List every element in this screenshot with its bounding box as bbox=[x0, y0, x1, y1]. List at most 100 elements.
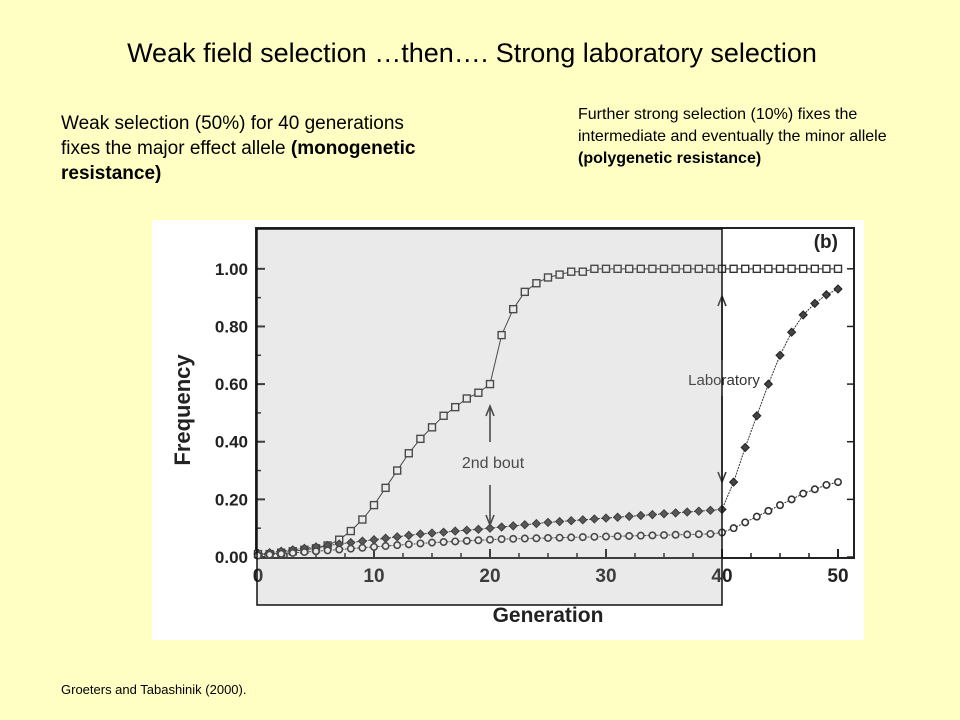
data-point-circle bbox=[497, 535, 506, 544]
data-point-square bbox=[485, 379, 495, 389]
weak-selection-note: Weak selection (50%) for 40 generations … bbox=[61, 111, 441, 186]
data-point-circle bbox=[671, 530, 680, 539]
second-bout-arrow-down-head bbox=[485, 514, 495, 528]
data-point-square bbox=[683, 264, 692, 274]
data-point-square bbox=[833, 264, 843, 274]
data-point-square bbox=[787, 264, 796, 274]
data-point-circle bbox=[427, 538, 436, 547]
y-tick-label: 0.40 bbox=[215, 433, 248, 452]
data-point-diamond bbox=[415, 529, 426, 539]
data-point-diamond bbox=[798, 310, 808, 320]
data-point-square bbox=[659, 264, 669, 274]
plot-frame bbox=[255, 227, 855, 559]
laboratory-label: Laboratory bbox=[688, 372, 760, 389]
frequency-chart: 0.000.200.400.600.801.0001020304050Gener… bbox=[152, 220, 864, 640]
data-point-circle bbox=[555, 533, 564, 542]
data-point-diamond bbox=[763, 379, 774, 389]
data-point-circle bbox=[810, 485, 819, 494]
data-point-diamond bbox=[554, 516, 565, 527]
y-axis-label: Frequency bbox=[170, 354, 195, 466]
data-point-square bbox=[636, 264, 645, 274]
data-point-square bbox=[520, 287, 529, 297]
y-tick-label: 0.80 bbox=[215, 317, 248, 336]
y-tick-label: 1.00 bbox=[215, 260, 248, 279]
x-tick-label: 50 bbox=[827, 566, 848, 587]
field-selection-highlight bbox=[256, 228, 723, 606]
data-point-circle bbox=[590, 532, 599, 541]
second-bout-label: 2nd bout bbox=[462, 455, 525, 472]
data-point-square bbox=[474, 388, 483, 397]
data-point-diamond bbox=[612, 512, 623, 522]
data-point-square bbox=[601, 264, 611, 274]
data-point-circle bbox=[636, 531, 645, 540]
data-point-circle bbox=[833, 478, 842, 487]
data-point-circle bbox=[613, 532, 622, 541]
data-point-circle bbox=[625, 531, 634, 540]
data-point-circle bbox=[578, 533, 587, 542]
data-point-diamond bbox=[694, 506, 704, 516]
data-point-square bbox=[416, 434, 425, 444]
data-point-circle bbox=[451, 537, 460, 546]
data-point-square bbox=[799, 264, 808, 274]
data-point-circle bbox=[659, 531, 668, 540]
data-point-square bbox=[555, 270, 564, 279]
data-point-circle bbox=[787, 495, 796, 504]
data-point-square bbox=[381, 483, 390, 493]
data-point-square bbox=[741, 264, 750, 274]
data-point-circle bbox=[277, 549, 286, 558]
data-point-circle bbox=[300, 548, 309, 557]
second-bout-arrow-up-head bbox=[485, 403, 495, 417]
data-point-square bbox=[694, 264, 703, 274]
y-tick-label: 0.00 bbox=[215, 548, 248, 567]
data-point-diamond bbox=[473, 524, 484, 535]
data-point-square bbox=[810, 264, 819, 274]
x-tick-label: 0 bbox=[253, 566, 264, 587]
data-point-square bbox=[532, 279, 541, 288]
data-point-square bbox=[509, 304, 518, 314]
data-point-circle bbox=[764, 506, 773, 515]
data-point-circle bbox=[393, 541, 402, 550]
data-point-square bbox=[590, 264, 599, 274]
data-point-diamond bbox=[670, 508, 681, 518]
data-point-square bbox=[404, 449, 414, 458]
data-point-diamond bbox=[636, 510, 646, 521]
data-point-circle bbox=[799, 489, 808, 498]
citation: Groeters and Tabashinik (2000). bbox=[61, 682, 247, 697]
data-point-diamond bbox=[427, 528, 437, 538]
data-point-square bbox=[578, 267, 587, 276]
data-point-square bbox=[764, 264, 773, 274]
data-point-circle bbox=[601, 532, 610, 541]
chart-svg: 0.000.200.400.600.801.0001020304050Gener… bbox=[170, 227, 855, 627]
data-point-circle bbox=[520, 534, 529, 543]
data-point-circle bbox=[509, 534, 518, 543]
data-point-diamond bbox=[833, 284, 843, 294]
data-point-diamond bbox=[647, 509, 658, 520]
data-point-square bbox=[706, 264, 715, 274]
data-point-circle bbox=[741, 518, 750, 527]
data-point-circle bbox=[370, 542, 379, 551]
data-point-diamond bbox=[705, 505, 716, 516]
data-point-circle bbox=[706, 529, 715, 538]
y-tick-label: 0.60 bbox=[215, 375, 248, 394]
data-point-square bbox=[439, 411, 448, 420]
data-point-diamond bbox=[821, 290, 832, 300]
polygenetic-label: (polygenetic resistance) bbox=[578, 150, 762, 167]
data-point-square bbox=[671, 264, 680, 274]
data-point-square bbox=[729, 264, 738, 274]
data-point-circle bbox=[822, 480, 831, 489]
data-point-diamond bbox=[775, 350, 785, 360]
data-point-circle bbox=[439, 538, 448, 547]
data-point-diamond bbox=[682, 507, 692, 517]
data-point-square bbox=[451, 402, 460, 412]
data-point-diamond bbox=[752, 411, 762, 421]
data-point-diamond bbox=[624, 511, 634, 522]
data-point-square bbox=[822, 264, 831, 274]
data-point-diamond bbox=[740, 442, 750, 453]
data-point-circle bbox=[312, 547, 321, 556]
data-point-circle bbox=[404, 540, 413, 549]
data-point-circle bbox=[694, 530, 703, 539]
x-tick-label: 30 bbox=[595, 566, 616, 587]
data-point-square bbox=[358, 515, 367, 524]
data-point-square bbox=[543, 273, 553, 282]
monogenetic-label: (monogenetic resistance) bbox=[61, 138, 416, 184]
